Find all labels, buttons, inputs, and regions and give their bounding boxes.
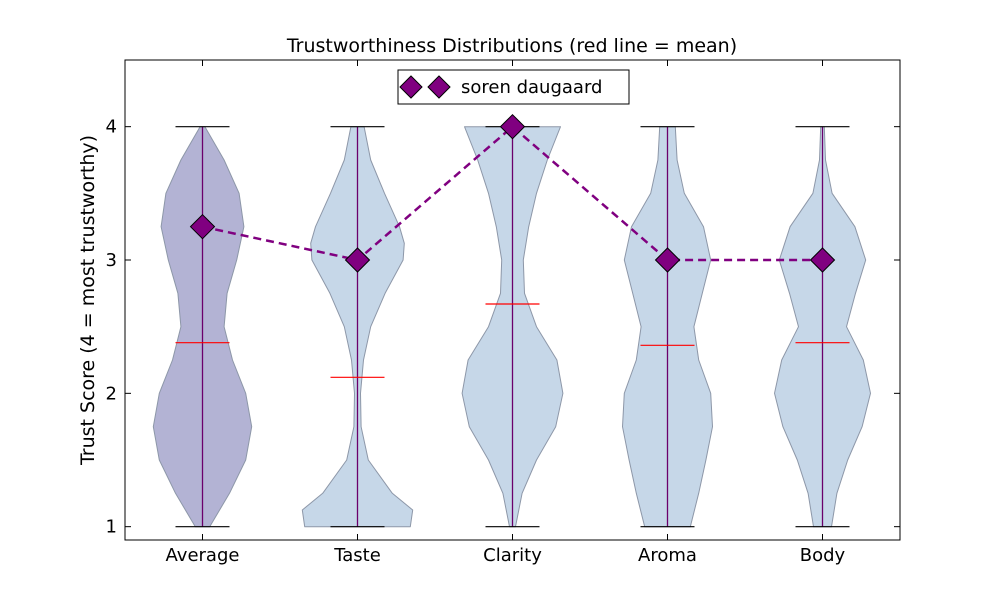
y-tick-label: 1 <box>106 517 117 538</box>
axes-layer: 1 2 3 4 Average Taste Clarity Aroma Body <box>106 60 900 566</box>
series-marker <box>809 247 836 273</box>
series-layer <box>189 113 836 273</box>
y-axis-title: Trust Score (4 = most trustworthy) <box>77 135 99 466</box>
legend: soren daugaard <box>397 69 630 105</box>
series-marker <box>344 247 371 273</box>
chart-title: Trustworthiness Distributions (red line … <box>286 35 737 57</box>
x-tick-label: Body <box>800 545 846 566</box>
legend-marker-group <box>399 75 451 99</box>
legend-marker <box>427 75 451 99</box>
x-tick-label: Clarity <box>483 545 542 566</box>
violins-layer <box>152 126 871 528</box>
legend-label: soren daugaard <box>461 77 602 98</box>
series-marker <box>654 247 681 273</box>
x-tick-label: Taste <box>333 545 381 566</box>
y-tick-label: 3 <box>106 250 117 271</box>
x-tick-label: Aroma <box>638 545 697 566</box>
legend-marker <box>399 75 423 99</box>
x-tick-label: Average <box>166 545 240 566</box>
y-tick-label: 4 <box>106 117 117 138</box>
y-tick-label: 2 <box>106 383 117 404</box>
series-marker <box>499 113 526 140</box>
series-line <box>202 125 823 262</box>
series-marker <box>189 213 216 240</box>
